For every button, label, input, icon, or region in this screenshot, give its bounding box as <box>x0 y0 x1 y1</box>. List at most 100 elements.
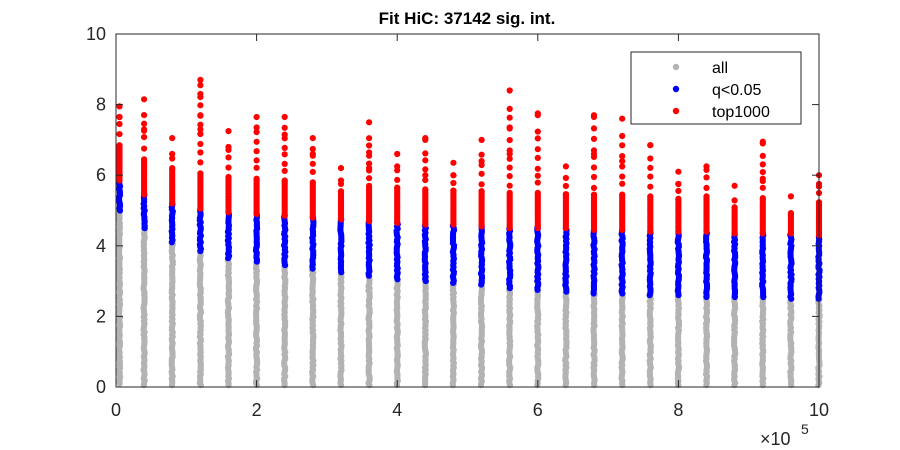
data-point <box>647 183 654 190</box>
data-point <box>116 131 123 138</box>
data-point <box>337 165 345 172</box>
x-exponent: ×10 5 <box>760 421 809 449</box>
data-point <box>366 135 373 142</box>
data-point <box>253 175 260 182</box>
data-point <box>197 82 204 89</box>
data-point <box>253 164 260 171</box>
data-point <box>506 150 513 158</box>
data-point <box>141 112 148 119</box>
data-point <box>337 188 345 195</box>
data-point <box>366 165 373 172</box>
data-point <box>619 191 626 198</box>
data-point <box>619 153 626 160</box>
data-point <box>225 143 232 151</box>
data-point <box>619 173 626 180</box>
axes-box <box>115 33 820 388</box>
data-point <box>619 180 626 187</box>
data-point <box>506 164 513 171</box>
data-point <box>422 157 429 164</box>
legend-marker <box>672 107 680 115</box>
data-point <box>422 150 429 157</box>
data-point <box>281 160 288 167</box>
data-point <box>703 166 710 173</box>
data-point <box>394 163 401 170</box>
data-point <box>197 149 204 156</box>
data-point <box>281 144 288 151</box>
data-point <box>197 112 204 119</box>
data-point <box>590 150 598 158</box>
data-point <box>647 155 654 162</box>
data-point <box>562 182 570 190</box>
data-point <box>619 115 626 122</box>
data-point <box>787 193 795 200</box>
data-point <box>731 197 738 204</box>
data-point <box>534 154 541 161</box>
legend-label: q<0.05 <box>712 82 761 99</box>
data-point <box>647 193 654 200</box>
y-tick-label: 4 <box>96 236 106 256</box>
data-point <box>759 175 766 182</box>
data-point <box>703 184 710 191</box>
data-point <box>562 191 570 198</box>
data-point <box>675 195 682 202</box>
y-tick-label: 6 <box>96 165 106 185</box>
data-point <box>787 210 795 217</box>
data-point <box>590 191 598 198</box>
data-point <box>422 172 429 179</box>
data-point <box>506 87 513 94</box>
data-point <box>253 148 260 155</box>
data-point <box>225 154 232 161</box>
data-point <box>619 163 626 170</box>
y-tick-label: 0 <box>96 377 106 397</box>
data-point <box>309 168 316 175</box>
data-point <box>141 126 148 133</box>
data-point <box>619 132 626 140</box>
data-point <box>534 179 541 186</box>
data-point <box>141 156 148 163</box>
data-point <box>281 151 288 158</box>
data-point <box>141 134 148 141</box>
data-point <box>281 113 288 121</box>
legend-label: all <box>712 60 728 77</box>
data-point <box>506 155 513 162</box>
data-point <box>590 164 598 171</box>
legend-label: top1000 <box>712 104 770 121</box>
data-point <box>534 135 541 142</box>
data-point <box>647 142 654 149</box>
data-point <box>562 163 570 170</box>
data-point <box>253 129 260 136</box>
data-point <box>478 181 485 188</box>
legend-marker <box>672 63 680 71</box>
data-point <box>253 157 260 164</box>
data-point <box>197 90 204 98</box>
data-point <box>759 195 766 202</box>
y-tick-label: 8 <box>96 95 106 115</box>
data-point <box>169 150 176 158</box>
legend: all q<0.05 top1000 <box>630 51 802 125</box>
data-point <box>197 159 204 166</box>
axis-ticks: 0 2 4 6 8 10 0 2 4 6 8 10 <box>86 24 829 420</box>
x-tick-label: 10 <box>809 400 829 420</box>
data-point <box>478 136 485 143</box>
x-tick-label: 4 <box>392 400 402 420</box>
data-point <box>253 138 260 145</box>
x-tick-label: 6 <box>533 400 543 420</box>
data-point <box>394 184 401 191</box>
data-point <box>590 173 598 181</box>
data-point <box>197 170 204 177</box>
data-point <box>619 158 626 165</box>
data-point <box>366 182 373 189</box>
data-point <box>197 140 204 148</box>
data-point <box>225 128 232 135</box>
data-point <box>337 177 345 184</box>
data-point <box>450 187 457 194</box>
data-point <box>141 96 148 103</box>
y-tick-label: 2 <box>96 306 106 326</box>
data-point <box>366 160 373 167</box>
data-point <box>590 113 598 121</box>
data-point <box>366 175 373 182</box>
data-point <box>619 142 626 149</box>
data-point <box>506 182 513 189</box>
data-point <box>169 155 176 162</box>
data-point <box>647 164 654 171</box>
